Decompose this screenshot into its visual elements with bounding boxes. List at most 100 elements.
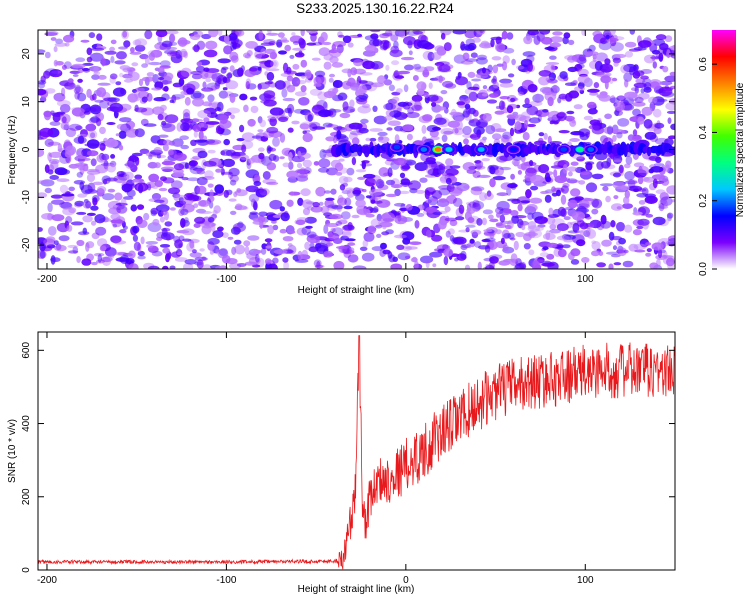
spectrogram-cell	[557, 111, 567, 122]
spectrogram-cell	[254, 174, 260, 181]
spectrogram-cell	[230, 55, 239, 63]
spectrogram-cell	[353, 188, 364, 192]
spectrogram-cell	[246, 252, 258, 260]
spectrogram-cell	[506, 32, 514, 40]
spectrogram-cell	[593, 82, 600, 89]
spectrogram-cell	[595, 52, 608, 62]
spectrogram-cell	[422, 69, 430, 78]
spectrogram-cell	[545, 230, 551, 240]
spectrogram-cell	[546, 242, 559, 248]
spectrogram-cell	[64, 81, 76, 90]
spectrogram-cell	[660, 196, 673, 206]
spectrogram-cell	[223, 111, 232, 116]
spectrogram-cell	[114, 192, 123, 201]
spectrogram-cell	[425, 199, 433, 204]
spectrogram-cell	[629, 66, 635, 76]
spectrogram-cell	[154, 180, 163, 188]
spectrogram-cell	[189, 160, 197, 168]
spectrogram-cell	[470, 52, 478, 58]
spectrogram-cell	[659, 43, 669, 51]
spectrogram-cell	[183, 123, 194, 131]
spectrogram-cell	[496, 43, 506, 53]
spectrogram-cell	[333, 48, 340, 53]
spectrogram-cell	[219, 114, 228, 125]
spectrogram-cell	[163, 158, 170, 166]
spectrogram-cell	[267, 115, 279, 120]
spectrogram-cell	[589, 92, 599, 96]
spectrogram-cell	[54, 167, 68, 176]
spectrogram-cell	[606, 251, 620, 255]
spectrogram-cell	[624, 180, 638, 185]
spectrogram-cell	[382, 32, 393, 37]
spectrogram-cell	[475, 57, 488, 65]
spectrogram-cell	[396, 88, 403, 94]
spectrogram-cell	[192, 98, 204, 107]
spectrogram-cell	[321, 41, 332, 46]
spectrogram-cell	[456, 101, 466, 106]
spectrogram-cell	[191, 73, 203, 80]
spectrogram-cell	[323, 61, 332, 70]
spectrogram-cell	[500, 137, 510, 144]
spectrogram-cell	[48, 151, 63, 158]
spectrogram-cell	[202, 264, 212, 269]
spectrogram-cell	[405, 204, 413, 211]
spectrogram-cell	[563, 216, 571, 221]
spectrogram-cell	[499, 214, 506, 223]
spectrogram-peak	[506, 144, 521, 155]
spectrogram-cell	[282, 62, 289, 73]
spectrogram-cell	[496, 63, 504, 67]
spectrogram-cell	[38, 227, 43, 232]
spectrogram-cell	[77, 92, 87, 102]
spectrogram-cell	[416, 88, 425, 96]
spectrogram-cell	[217, 164, 224, 168]
spectrogram-cell	[385, 64, 390, 71]
spectrogram-cell	[601, 239, 612, 247]
spectrogram-cell	[510, 173, 515, 180]
spectrogram-cell	[632, 108, 641, 117]
spectrogram-cell	[487, 64, 493, 73]
spectrogram-cell	[164, 221, 173, 227]
spectrogram-cell	[154, 162, 161, 169]
spectrogram-cell	[292, 63, 300, 70]
spectrogram-cell	[309, 242, 315, 248]
spectrogram-cell	[117, 252, 127, 256]
spectrogram-cell	[81, 258, 92, 266]
spectrogram-cell	[421, 82, 427, 92]
spectrogram-cell	[265, 68, 280, 72]
spectrogram-peak	[389, 142, 404, 152]
spectrogram-cell	[446, 195, 457, 204]
spectrogram-cell	[625, 155, 633, 165]
spectrogram-cell	[577, 75, 590, 84]
spectrogram-peak	[583, 144, 598, 155]
spectrogram-cell	[425, 260, 430, 269]
spectrogram-cell	[180, 218, 186, 228]
spectrogram-cell	[357, 176, 366, 180]
spectrogram-cell	[622, 260, 634, 268]
spectrogram-cell	[313, 76, 322, 86]
spectrogram-cell	[294, 91, 307, 97]
spectrogram-cell	[63, 61, 72, 69]
spectrogram-cell	[310, 205, 323, 213]
spectrogram-cell	[239, 93, 248, 101]
spectrogram-cell	[346, 167, 355, 176]
spectrogram-cell	[152, 74, 160, 84]
spectrogram-cell	[347, 254, 359, 263]
spectrogram-cell	[148, 154, 153, 160]
spectrogram-cell	[367, 225, 377, 235]
spectrogram-cell	[132, 179, 140, 184]
spectrogram-cell	[162, 265, 169, 269]
spectrogram-cell	[376, 233, 382, 238]
spectrogram-cell	[232, 39, 243, 48]
spectrogram-cell	[507, 183, 518, 189]
spectrogram-cell	[577, 81, 585, 89]
spectrogram-cell	[156, 236, 163, 241]
spectrogram-cell	[138, 183, 144, 194]
spectrogram-cell	[189, 252, 202, 258]
spectrogram-cell	[38, 80, 47, 85]
spectrogram-cell	[205, 139, 216, 144]
spectrogram-cell	[101, 153, 110, 161]
spectrogram-cell	[134, 44, 146, 52]
spectrogram-cell	[658, 203, 665, 212]
spectrogram-cell	[90, 158, 97, 167]
spectrogram-cell	[605, 34, 610, 40]
